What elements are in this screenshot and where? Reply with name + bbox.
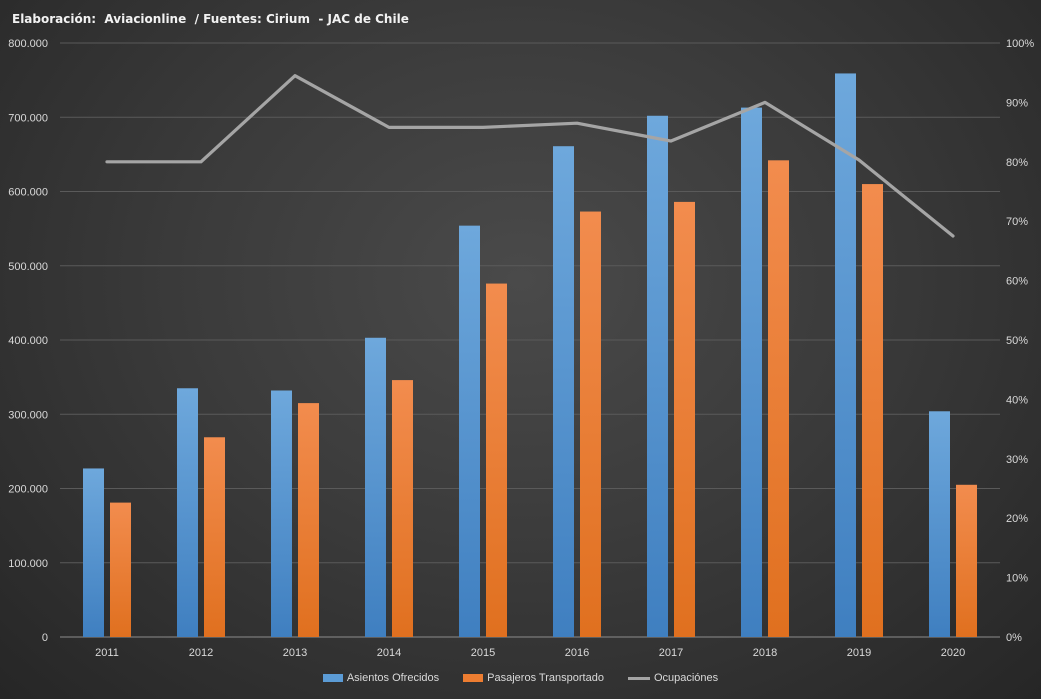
y-tick-label: 700.000 <box>8 112 48 124</box>
y-tick-label: 300.000 <box>8 409 48 421</box>
y2-tick-label: 100% <box>1006 38 1034 50</box>
legend-item-asientos: Asientos Ofrecidos <box>322 672 440 684</box>
gridlines <box>60 42 1000 638</box>
y-tick-label: 100.000 <box>8 558 48 570</box>
y2-tick-label: 60% <box>1006 276 1028 288</box>
x-tick-label: 2017 <box>659 647 683 659</box>
bar-pasajeros <box>862 184 883 637</box>
y2-tick-label: 50% <box>1006 335 1028 347</box>
y-axis-left: 0 100.000 200.000 300.000 400.000 500.000 600.… <box>8 38 48 644</box>
x-tick-label: 2011 <box>95 647 119 659</box>
x-tick-label: 2015 <box>471 647 495 659</box>
y-tick-label: 0 <box>42 632 48 644</box>
bar-pasajeros <box>392 380 413 637</box>
legend-label-asientos: Asientos Ofrecidos <box>346 672 440 684</box>
legend-label-pasajeros: Pasajeros Transportado <box>487 672 604 684</box>
bar-asientos <box>741 107 762 637</box>
bar-asientos <box>553 146 574 637</box>
y2-tick-label: 70% <box>1006 216 1028 228</box>
legend-swatch-pasajeros <box>463 674 484 682</box>
bar-pasajeros <box>110 502 131 637</box>
y-tick-label: 500.000 <box>8 261 48 273</box>
x-tick-label: 2018 <box>753 647 777 659</box>
bar-asientos <box>177 388 198 637</box>
y2-tick-label: 90% <box>1006 97 1028 109</box>
bar-pasajeros <box>674 201 695 637</box>
y2-tick-label: 0% <box>1006 632 1022 644</box>
bar-asientos <box>647 115 668 637</box>
bar-asientos <box>271 390 292 637</box>
x-tick-label: 2012 <box>189 647 213 659</box>
source-note: Elaboración: Aviacionline / Fuentes: Cir… <box>12 12 409 26</box>
bar-asientos <box>83 468 104 637</box>
y-tick-label: 200.000 <box>8 484 48 496</box>
y-tick-label: 600.000 <box>8 187 48 199</box>
bar-pasajeros <box>204 437 225 637</box>
legend-swatch-ocupaciones <box>627 676 650 680</box>
bar-pasajeros <box>298 403 319 637</box>
y2-tick-label: 30% <box>1006 454 1028 466</box>
x-tick-label: 2020 <box>941 647 965 659</box>
legend-item-ocupaciones: Ocupaciónes <box>627 672 719 684</box>
bar-pasajeros <box>768 160 789 637</box>
legend: Asientos Ofrecidos Pasajeros Transportad… <box>0 672 1041 684</box>
y-tick-label: 400.000 <box>8 335 48 347</box>
y-tick-label: 800.000 <box>8 38 48 50</box>
legend-swatch-asientos <box>322 674 343 682</box>
bar-asientos <box>835 73 856 637</box>
legend-label-ocupaciones: Ocupaciónes <box>653 672 719 684</box>
y2-tick-label: 80% <box>1006 157 1028 169</box>
bar-pasajeros <box>956 484 977 637</box>
x-axis: 2011 2012 2013 2014 2015 2016 2017 2018 2019 2020 <box>95 647 965 659</box>
bar-pasajeros <box>486 283 507 637</box>
bar-pasajeros <box>580 211 601 638</box>
line-ocupaciones <box>105 74 955 238</box>
x-tick-label: 2013 <box>283 647 307 659</box>
legend-item-pasajeros: Pasajeros Transportado <box>463 672 604 684</box>
x-tick-label: 2016 <box>565 647 589 659</box>
bar-series <box>83 73 977 638</box>
line-series <box>105 74 955 238</box>
bar-asientos <box>459 225 480 637</box>
y2-tick-label: 10% <box>1006 573 1028 585</box>
bar-asientos <box>929 411 950 637</box>
x-tick-label: 2019 <box>847 647 871 659</box>
x-tick-label: 2014 <box>377 647 401 659</box>
y-axis-right: 0% 10% 20% 30% 40% 50% 60% 70% 80% 90% 100% <box>1006 38 1034 644</box>
y2-tick-label: 20% <box>1006 513 1028 525</box>
combo-chart: 0 100.000 200.000 300.000 400.000 500.000 600.… <box>8 38 1034 659</box>
y2-tick-label: 40% <box>1006 394 1028 406</box>
bar-asientos <box>365 337 386 637</box>
